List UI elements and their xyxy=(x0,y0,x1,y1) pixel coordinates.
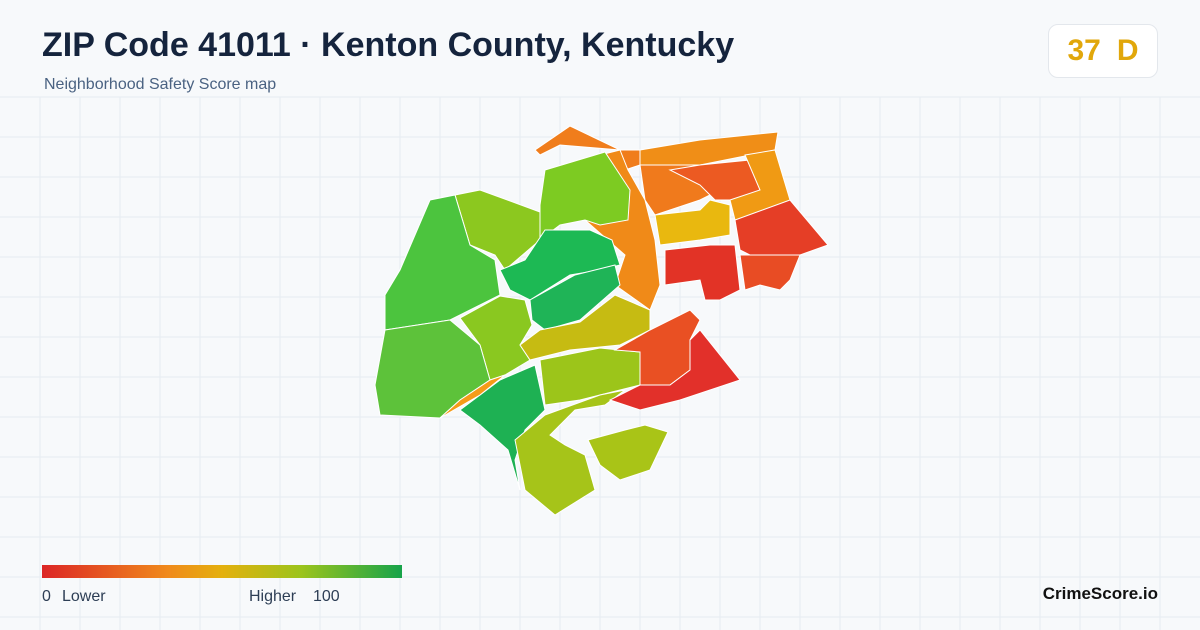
score-badge: 37 D xyxy=(1048,24,1158,78)
neighborhoods xyxy=(374,125,829,516)
score-grade: D xyxy=(1116,34,1139,67)
legend-min-label: Lower xyxy=(62,588,106,605)
legend-max: 100 xyxy=(313,588,340,605)
grid xyxy=(0,96,1200,630)
score-value: 37 xyxy=(1067,34,1101,67)
title: ZIP Code 41011 · Kenton County, Kentucky xyxy=(42,26,735,64)
brand: CrimeScore.io xyxy=(1042,584,1158,603)
legend-max-label: Higher xyxy=(249,588,297,605)
legend-bar xyxy=(42,565,402,578)
legend-min: 0 xyxy=(42,588,51,605)
subtitle: Neighborhood Safety Score map xyxy=(44,76,277,93)
